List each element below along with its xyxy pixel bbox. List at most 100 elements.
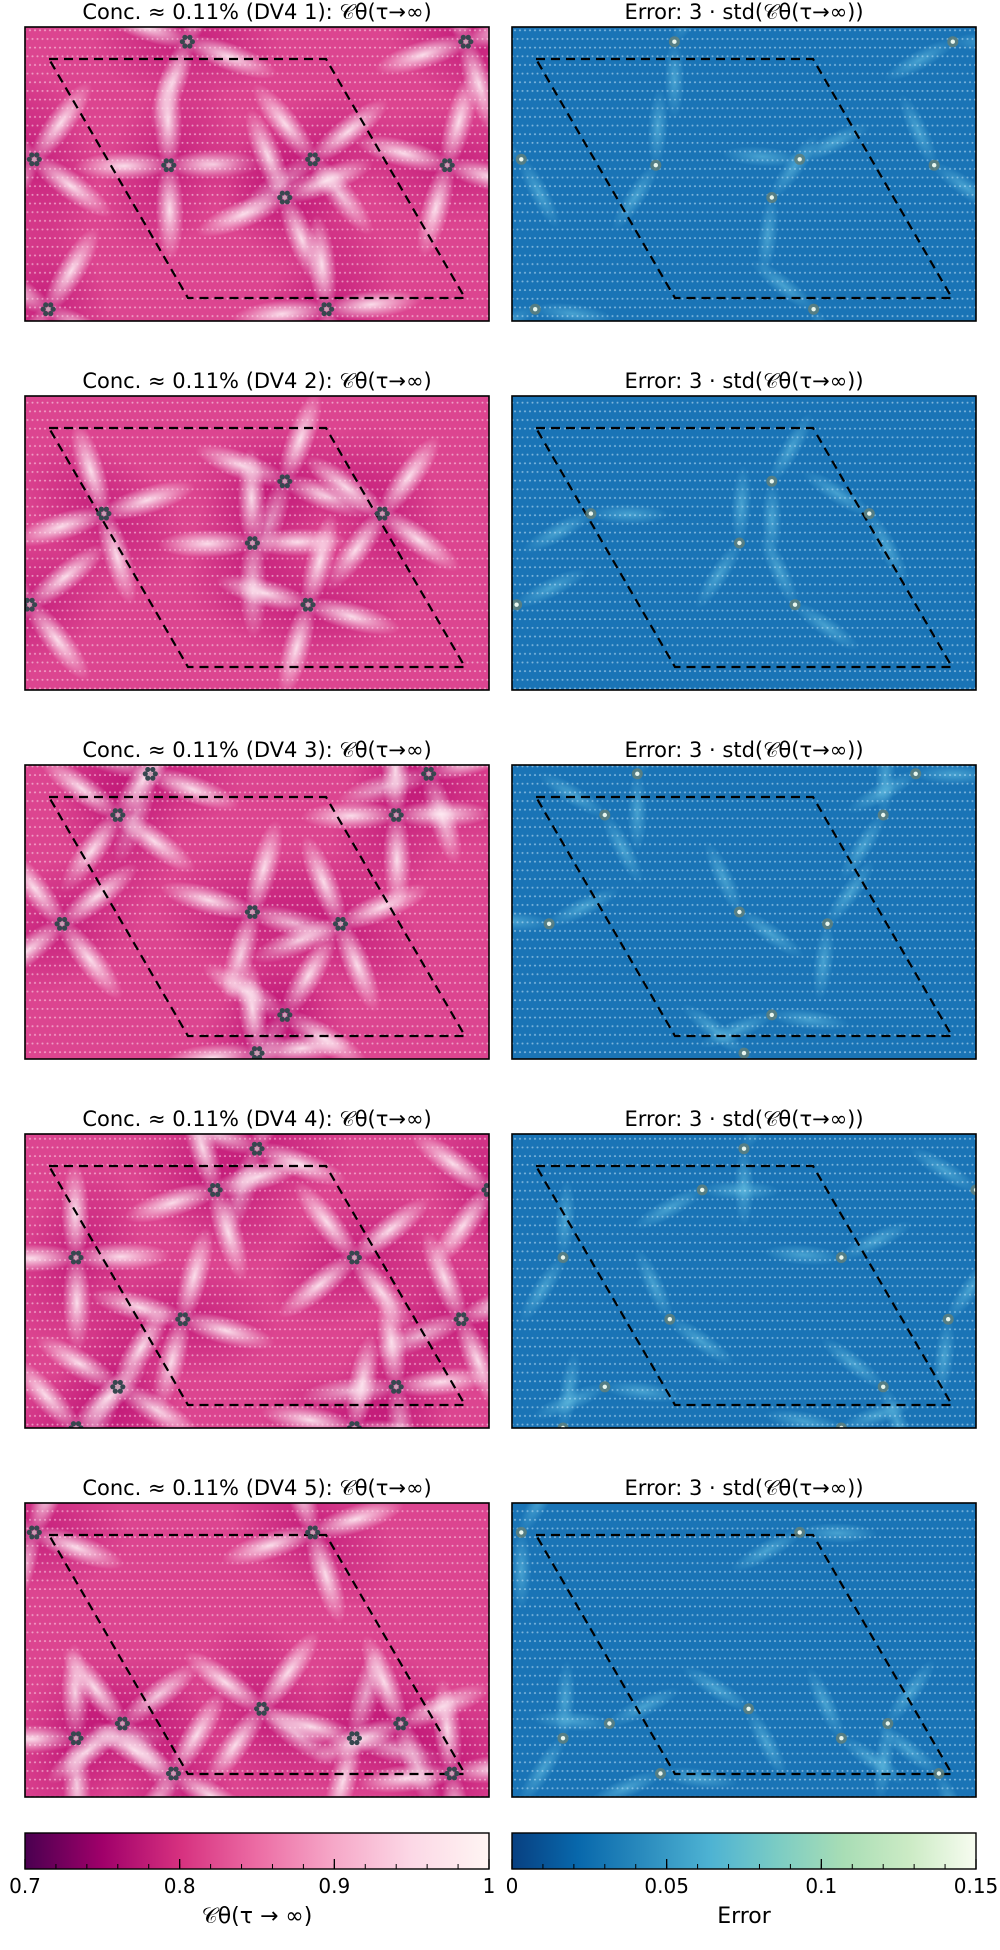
colorbar-label: 𝒞θ(τ → ∞) bbox=[202, 1904, 313, 1929]
panel-title-left: Conc. ≈ 0.11% (DV4 5): 𝒞θ(τ→∞) bbox=[82, 1476, 431, 1500]
heatmap-panels: Conc. ≈ 0.11% (DV4 1): 𝒞θ(τ→∞) Error: 3 ·… bbox=[24, 0, 977, 1798]
defect-marker bbox=[557, 1252, 569, 1263]
supercell-outline bbox=[534, 426, 954, 669]
panel-title-left: Conc. ≈ 0.11% (DV4 4): 𝒞θ(τ→∞) bbox=[82, 1107, 431, 1131]
defect-marker bbox=[557, 1732, 569, 1744]
defect-marker bbox=[244, 905, 260, 919]
defect-marker bbox=[346, 1731, 362, 1746]
correlation-map-3: Conc. ≈ 0.11% (DV4 3): 𝒞θ(τ→∞) bbox=[24, 738, 490, 1060]
colorbar-left: 0.7 0.8 0.9 1 𝒞θ(τ → ∞) bbox=[9, 1832, 495, 1929]
defect-marker bbox=[300, 597, 316, 612]
colorbars: 0.7 0.8 0.9 1 𝒞θ(τ → ∞) 0 0.05 0.1 0.15 Error bbox=[9, 1832, 999, 1929]
colorbar-label: Error bbox=[717, 1904, 772, 1929]
defect-marker bbox=[794, 1526, 806, 1538]
defect-marker bbox=[68, 1250, 84, 1265]
panel-frame bbox=[24, 1502, 490, 1798]
defect-marker bbox=[933, 1768, 945, 1779]
defect-marker bbox=[599, 809, 611, 821]
defect-marker bbox=[277, 1007, 293, 1022]
panel-title-right: Error: 3 · std(𝒞θ(τ→∞)) bbox=[624, 738, 863, 762]
defect-marker bbox=[733, 906, 745, 918]
colorbar-gradient bbox=[24, 1832, 490, 1870]
defect-marker bbox=[668, 36, 680, 48]
defect-marker bbox=[346, 1250, 362, 1265]
panel-title-left: Conc. ≈ 0.11% (DV4 1): 𝒞θ(τ→∞) bbox=[82, 0, 431, 24]
defect-marker bbox=[388, 808, 404, 822]
defect-marker bbox=[179, 34, 195, 49]
defect-marker bbox=[766, 475, 778, 487]
colorbar-tick-label: 0.15 bbox=[954, 1874, 999, 1898]
panel-title-right: Error: 3 · std(𝒞θ(τ→∞)) bbox=[624, 1107, 863, 1131]
defect-marker bbox=[142, 766, 158, 781]
defect-marker bbox=[863, 508, 875, 520]
supercell-outline bbox=[534, 57, 954, 300]
panel-frame bbox=[24, 395, 490, 691]
supercell-outline bbox=[47, 57, 467, 300]
defect-marker bbox=[585, 508, 597, 520]
supercell-outline bbox=[534, 1533, 954, 1776]
supercell-outline bbox=[47, 1533, 467, 1776]
defect-marker bbox=[68, 1731, 84, 1746]
defect-marker bbox=[664, 1313, 676, 1325]
panel-title-left: Conc. ≈ 0.11% (DV4 2): 𝒞θ(τ→∞) bbox=[82, 369, 431, 393]
defect-marker bbox=[388, 1379, 404, 1394]
panel-frame bbox=[24, 1133, 490, 1429]
defect-marker bbox=[766, 192, 778, 203]
defect-marker bbox=[453, 1312, 469, 1327]
defect-marker bbox=[161, 158, 177, 173]
defect-marker bbox=[249, 1141, 265, 1156]
error-map-1: Error: 3 · std(𝒞θ(τ→∞)) bbox=[511, 0, 977, 322]
defect-marker bbox=[808, 303, 820, 315]
defect-marker bbox=[599, 1381, 611, 1393]
error-map-5: Error: 3 · std(𝒞θ(τ→∞)) bbox=[511, 1476, 977, 1798]
defect-marker bbox=[543, 918, 555, 930]
defect-marker bbox=[305, 1525, 321, 1540]
panel-frame bbox=[511, 1502, 977, 1798]
colorbar-tick-label: 0.05 bbox=[644, 1874, 689, 1898]
defect-marker bbox=[393, 1716, 409, 1731]
defect-marker bbox=[789, 599, 801, 611]
panel-title-right: Error: 3 · std(𝒞θ(τ→∞)) bbox=[624, 369, 863, 393]
colorbar-tick-label: 0 bbox=[506, 1874, 519, 1898]
defect-marker bbox=[305, 152, 321, 167]
correlation-map-4: Conc. ≈ 0.11% (DV4 4): 𝒞θ(τ→∞) bbox=[24, 1107, 490, 1429]
defect-marker bbox=[277, 190, 293, 205]
defect-marker bbox=[207, 1182, 223, 1197]
defect-marker bbox=[766, 1009, 778, 1021]
supercell-outline bbox=[534, 795, 954, 1038]
defect-marker bbox=[444, 1766, 460, 1781]
supercell-outline bbox=[534, 1164, 954, 1407]
colorbar-right: 0 0.05 0.1 0.15 Error bbox=[506, 1832, 999, 1929]
panel-title-right: Error: 3 · std(𝒞θ(τ→∞)) bbox=[624, 0, 863, 24]
defect-marker bbox=[40, 302, 56, 317]
defect-marker bbox=[512, 599, 523, 611]
panel-frame bbox=[511, 395, 977, 691]
defect-marker bbox=[882, 1718, 894, 1729]
defect-marker bbox=[254, 1701, 270, 1716]
defect-marker bbox=[110, 1379, 126, 1394]
defect-marker bbox=[54, 916, 70, 931]
defect-marker bbox=[458, 34, 474, 49]
defect-marker bbox=[743, 1703, 755, 1715]
error-map-3: Error: 3 · std(𝒞θ(τ→∞)) bbox=[511, 738, 977, 1060]
defect-marker bbox=[175, 1312, 191, 1327]
defect-marker bbox=[835, 1252, 847, 1263]
defect-marker bbox=[910, 768, 922, 780]
defect-marker bbox=[25, 597, 38, 612]
panel-frame bbox=[511, 1133, 977, 1429]
panel-title-right: Error: 3 · std(𝒞θ(τ→∞)) bbox=[624, 1476, 863, 1500]
defect-marker bbox=[738, 1143, 750, 1155]
defect-marker bbox=[655, 1768, 666, 1779]
defect-marker bbox=[439, 158, 455, 173]
defect-marker bbox=[650, 159, 662, 171]
defect-marker bbox=[374, 506, 390, 521]
defect-marker bbox=[733, 537, 745, 549]
colorbar-tick-label: 0.9 bbox=[318, 1874, 350, 1898]
defect-marker bbox=[529, 303, 541, 315]
defect-marker bbox=[96, 506, 112, 521]
supercell-outline bbox=[47, 795, 467, 1038]
panel-frame bbox=[24, 764, 490, 1060]
defect-marker bbox=[877, 809, 889, 821]
defect-marker bbox=[738, 1047, 750, 1059]
